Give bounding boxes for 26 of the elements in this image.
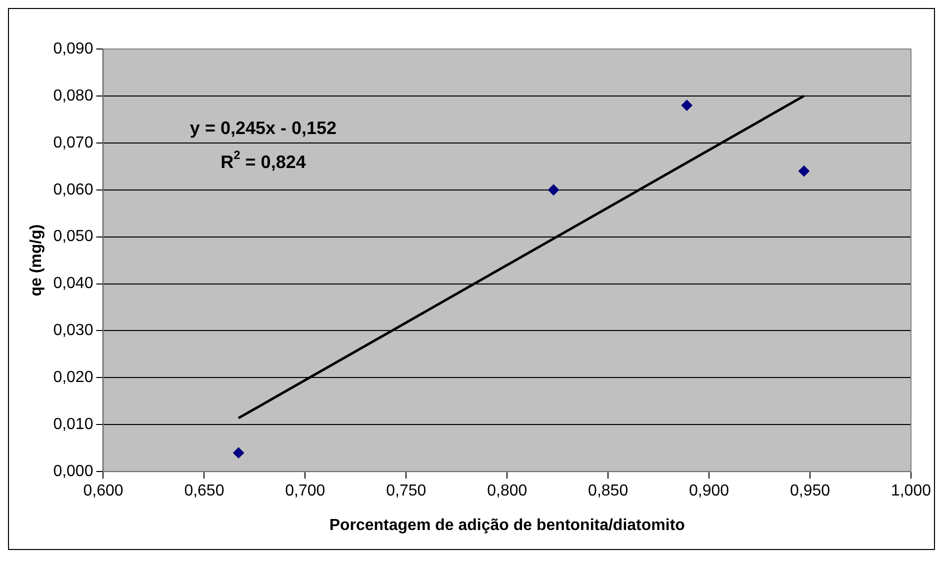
y-tick-label: 0,060 — [53, 181, 94, 198]
x-tick-label: 0,700 — [285, 482, 326, 500]
y-tick-label: 0,030 — [53, 322, 94, 340]
y-tick-label: 0,000 — [53, 463, 94, 480]
y-tick-label: 0,090 — [53, 40, 94, 58]
x-tick-label: 0,900 — [689, 482, 730, 500]
x-axis-title: Porcentagem de adição de bentonita/diatomito — [329, 516, 686, 534]
point — [798, 166, 810, 177]
x-tick-label: 0,650 — [184, 482, 224, 500]
y-tick-label: 0,020 — [53, 369, 94, 386]
y-tick-label: 0,070 — [53, 134, 94, 152]
x-tick-label: 0,750 — [386, 482, 426, 500]
y-axis-title: qe (mg/g) — [28, 224, 46, 296]
annotation: y = 0,245x - 0,152 — [190, 118, 337, 138]
y-tick-label: 0,010 — [53, 416, 94, 434]
y-tick-label: 0,080 — [53, 87, 94, 104]
x-tick-label: 0,950 — [790, 482, 830, 500]
y-tick-label: 0,040 — [53, 275, 94, 292]
x-tick-label: 0,800 — [487, 482, 528, 500]
point — [548, 184, 560, 196]
point — [681, 100, 692, 111]
x-tick-label: 0,850 — [588, 482, 628, 500]
x-tick-label: 1,000 — [890, 482, 932, 500]
point — [233, 447, 244, 458]
y-tick-label: 0,050 — [53, 228, 94, 246]
x-tick-label: 0,600 — [83, 482, 124, 500]
